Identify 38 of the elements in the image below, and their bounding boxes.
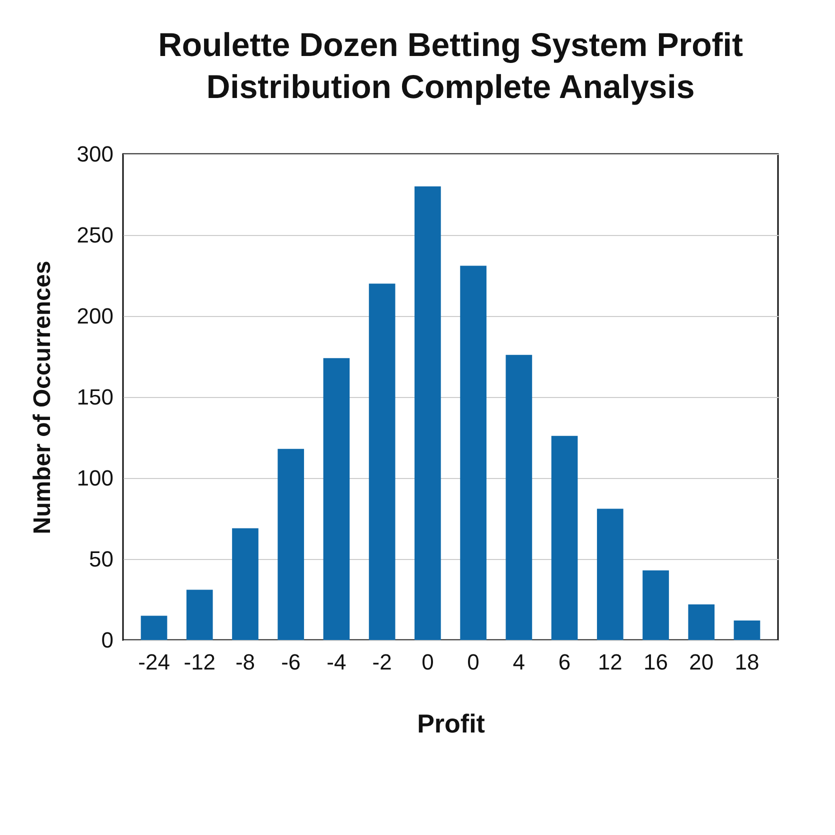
x-tick-label: 0 [422, 650, 434, 674]
x-tick-label: 18 [734, 650, 760, 674]
bar [506, 354, 532, 640]
y-tick-label: 300 [76, 142, 114, 166]
x-tick-label: -8 [235, 650, 256, 674]
x-tick-label: 20 [689, 650, 714, 674]
x-tick-label: 16 [644, 650, 668, 674]
bar [596, 508, 624, 640]
bar [414, 186, 441, 640]
x-tick-label: 4 [512, 650, 526, 674]
bar [642, 570, 669, 640]
y-tick-label: 50 [89, 546, 114, 572]
bar [460, 266, 486, 640]
x-tick-label: -4 [326, 650, 346, 674]
bar [186, 590, 213, 640]
x-tick-label: -2 [372, 650, 392, 674]
chart-title: Roulette Dozen Betting System Profit Distribution Complete Analysis [158, 26, 743, 105]
bar [734, 620, 760, 640]
bar [232, 528, 258, 640]
bar [278, 448, 304, 640]
x-tick-label: 6 [558, 650, 571, 674]
y-tick-label: 200 [76, 304, 114, 328]
bar [140, 616, 168, 640]
x-axis-title: Profit [417, 708, 486, 738]
x-tick-label: -6 [281, 650, 301, 674]
y-tick-label: 250 [76, 222, 114, 248]
y-axis-title: Number of Occurrences [28, 260, 56, 534]
y-tick-label: 100 [76, 466, 114, 490]
y-tick-label: 150 [76, 384, 114, 410]
bar [688, 604, 715, 640]
bar [368, 284, 396, 640]
y-tick-label: 0 [101, 628, 114, 652]
x-tick-label: -12 [184, 650, 216, 674]
x-tick-label: 12 [598, 650, 622, 674]
x-tick-label: -24 [138, 650, 170, 674]
x-tick-label: 0 [467, 650, 480, 674]
bar [323, 358, 350, 640]
bar [551, 436, 578, 640]
